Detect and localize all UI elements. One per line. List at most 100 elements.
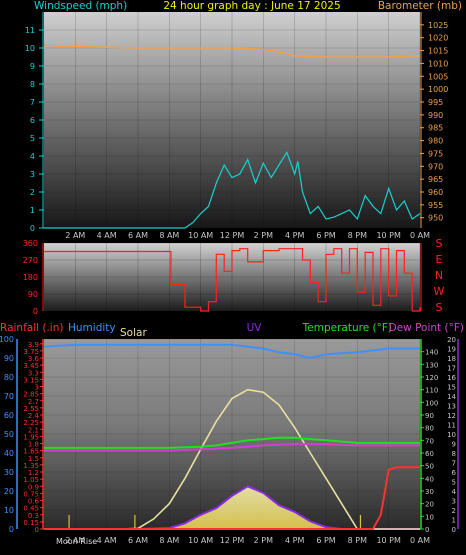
series-humidity — [43, 343, 420, 360]
dewpoint-axis-title: Dew Point (°F) — [389, 322, 464, 334]
baro-axis-title: Barometer (mb) — [378, 0, 462, 12]
series-temperature — [44, 436, 420, 449]
baro-tick-label: 1020 — [428, 34, 448, 43]
moon-rise-label: Moon Rise — [56, 537, 97, 546]
rainfall-tick-label: 0.15 — [23, 519, 39, 527]
uv-tick-label: 18 — [447, 355, 456, 363]
rainfall-tick-label: 3.15 — [23, 376, 39, 384]
temperature-tick-label: 20 — [425, 501, 434, 509]
humidity-tick-label: 40 — [4, 449, 14, 458]
wind-time-label: 2 AM — [65, 231, 85, 240]
humidity-tick-label: 90 — [4, 354, 14, 363]
uv-tick-label: 13 — [447, 403, 456, 411]
wind-speed-axis: 0 1 2 3 4 5 6 7 8 9 10 11 — [25, 12, 44, 233]
baro-tick-label: 1005 — [428, 72, 448, 81]
wind-tick-label: 11 — [25, 26, 35, 35]
series-solar — [44, 388, 420, 530]
wind-time-label: 4 PM — [285, 231, 304, 240]
baro-tick-label: 965 — [428, 175, 443, 184]
wind-time-label: 6 AM — [128, 231, 148, 240]
wind-tick-label: 1 — [30, 206, 35, 215]
uv-tick-label: 12 — [447, 412, 456, 420]
uv-tick-label: 15 — [447, 384, 456, 392]
weather-time-label: 0 AM — [410, 536, 430, 545]
chart-title: 24 hour graph day : June 17 2025 — [163, 0, 340, 12]
compass-letter: E — [436, 253, 443, 266]
barometer-axis: 950 955 960 965 970 975 980 985 990 995 1000 1005 10… — [420, 12, 448, 228]
wind-time-label: 4 AM — [97, 231, 117, 240]
weather-time-label: 2 AM — [65, 536, 85, 545]
humidity-tick-label: 100 — [0, 335, 14, 344]
rainfall-tick-label: 1.95 — [23, 433, 39, 441]
wind-axis-title: Windspeed (mph) — [34, 0, 127, 12]
uv-tick-label: 1 — [452, 517, 456, 525]
uv-tick-label: 5 — [452, 479, 456, 487]
wind-tick-label: 10 — [25, 44, 35, 53]
humidity-tick-label: 50 — [4, 430, 14, 439]
wind-time-label: 8 AM — [159, 231, 179, 240]
rainfall-tick-label: 1.8 — [28, 441, 39, 449]
rainfall-tick-label: 1.65 — [23, 448, 39, 456]
humidity-tick-label: 80 — [4, 373, 14, 382]
baro-tick-label: 1000 — [428, 85, 448, 94]
compass-letter: S — [436, 237, 443, 250]
compass-letter: W — [434, 285, 445, 298]
series-windspeed — [44, 151, 421, 229]
wind-time-label: 10 AM — [188, 231, 213, 240]
rainfall-tick-label: 0.3 — [28, 512, 39, 520]
wind-time-label: 2 PM — [254, 231, 273, 240]
uv-tick-label: 16 — [447, 374, 456, 382]
uv-tick-label: 11 — [447, 422, 456, 430]
rainfall-tick-label: 3 — [35, 384, 39, 392]
uv-tick-label: 9 — [452, 441, 456, 449]
humidity-tick-label: 20 — [4, 487, 14, 496]
weather-time-label: 6 PM — [316, 536, 335, 545]
solar-legend-label: Solar — [120, 327, 147, 339]
rainfall-tick-label: 3.3 — [28, 369, 39, 377]
weather-time-label: 10 PM — [376, 536, 401, 545]
temperature-tick-label: 10 — [425, 513, 434, 521]
baro-tick-label: 990 — [428, 111, 443, 120]
wind-time-label: 12 PM — [220, 231, 245, 240]
weather-time-label: 4 AM — [97, 536, 117, 545]
rainfall-tick-label: 1.2 — [28, 469, 39, 477]
rainfall-tick-label: 0.6 — [28, 498, 40, 506]
temperature-tick-label: 70 — [425, 437, 434, 445]
wind-tick-label: 0 — [30, 224, 35, 233]
rainfall-tick-label: 2.1 — [28, 426, 39, 434]
wind-tick-label: 2 — [30, 188, 35, 197]
uv-tick-label: 2 — [452, 507, 456, 515]
weather-time-label: 8 AM — [159, 536, 179, 545]
humidity-axis-title: Humidity — [68, 322, 116, 334]
uv-tick-label: 6 — [452, 469, 457, 477]
wind-time-label: 0 AM — [410, 231, 430, 240]
rainfall-tick-label: 0 — [35, 526, 39, 534]
rainfall-tick-label: 3.9 — [28, 341, 39, 349]
uv-tick-label: 10 — [447, 431, 456, 439]
direction-tick-label: 0 — [33, 307, 38, 316]
wind-time-label: 8 PM — [348, 231, 367, 240]
rainfall-tick-label: 2.4 — [28, 412, 40, 420]
baro-tick-label: 1015 — [428, 47, 448, 56]
uv-tick-label: 3 — [452, 498, 456, 506]
wind-tick-label: 3 — [30, 170, 35, 179]
rainfall-tick-label: 3.6 — [28, 355, 40, 363]
baro-tick-label: 960 — [428, 188, 443, 197]
baro-tick-label: 955 — [428, 201, 443, 210]
compass-letter: N — [435, 269, 443, 282]
uv-tick-label: 17 — [447, 365, 456, 373]
direction-tick-label: 360 — [23, 239, 38, 248]
temperature-tick-label: 140 — [425, 349, 438, 357]
wind-tick-label: 9 — [30, 62, 35, 71]
baro-tick-label: 985 — [428, 124, 443, 133]
temperature-tick-label: 120 — [425, 374, 438, 382]
rainfall-tick-label: 3.75 — [23, 348, 39, 356]
weather-time-axis: 2 AM 4 AM 6 AM 8 AM 10 AM 12 PM 2 PM 4 PM 6 PM 8 … — [65, 536, 430, 545]
baro-tick-label: 970 — [428, 162, 443, 171]
rainfall-tick-label: 0.75 — [23, 490, 39, 498]
humidity-tick-label: 30 — [4, 468, 14, 477]
uv-tick-label: 0 — [452, 526, 456, 534]
wind-tick-label: 4 — [30, 152, 35, 161]
